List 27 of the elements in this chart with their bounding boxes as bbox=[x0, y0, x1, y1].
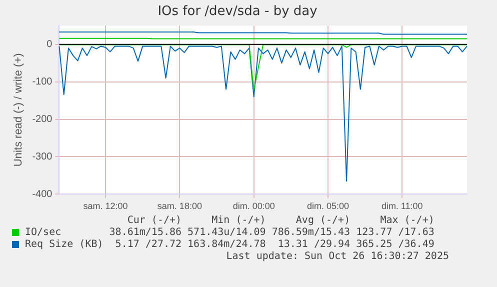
y-axis-title: Units read (-) / write (+) bbox=[12, 53, 25, 167]
text: 786.59m/15.43 bbox=[270, 227, 350, 239]
y-tick-label: -400 bbox=[32, 188, 53, 200]
legend-label: IO/sec bbox=[24, 227, 62, 239]
text: 123.77 /17.63 bbox=[355, 227, 434, 239]
text: 38.61m/15.86 bbox=[108, 227, 182, 239]
text: 13.31 /29.94 bbox=[276, 239, 350, 251]
y-tick-label: -300 bbox=[32, 151, 53, 162]
x-tick-label: dim. 00:00 bbox=[232, 201, 275, 212]
y-tick-label: -100 bbox=[32, 76, 53, 88]
legend-label: Req Size (KB) bbox=[24, 239, 104, 251]
y-tick-label: -200 bbox=[32, 114, 53, 126]
text: 163.84m/24.78 bbox=[186, 239, 266, 251]
y-tick-label: 0 bbox=[46, 39, 53, 50]
text: 5.17 /27.72 bbox=[114, 239, 182, 251]
x-tick-label: dim. 11:00 bbox=[381, 201, 423, 212]
text: Avg (-/+) bbox=[294, 215, 350, 227]
chart-title: IOs for /dev/sda - by day bbox=[158, 4, 318, 20]
text: 571.43u/14.09 bbox=[186, 227, 266, 239]
text: Min (-/+) bbox=[210, 215, 266, 227]
text: Last update: Sun Oct 26 16:30:27 2025 bbox=[226, 251, 449, 262]
text: Max (-/+) bbox=[379, 215, 434, 227]
text: Cur (-/+) bbox=[126, 215, 182, 227]
text: 365.25 /36.49 bbox=[355, 239, 434, 251]
x-tick-label: dim. 05:00 bbox=[306, 201, 349, 212]
x-tick-label: sam. 18:00 bbox=[157, 201, 202, 212]
x-tick-label: sam. 12:00 bbox=[83, 201, 128, 212]
